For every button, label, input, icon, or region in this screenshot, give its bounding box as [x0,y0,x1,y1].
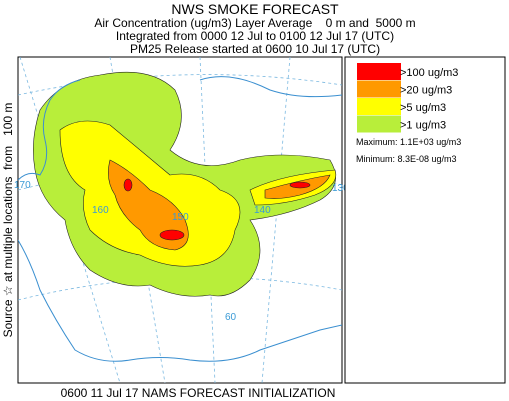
graticule-label: 60 [225,312,237,323]
subtitle: PM25 Release started at 0600 10 Jul 17 (… [130,42,380,56]
source-label: Source ☆ at multiple locations from 100 … [1,103,15,338]
legend: Maximum: 1.1E+03 ug/m3 Minimum: 8.3E-08 … [344,56,506,384]
legend-swatch [357,63,401,80]
graticule-label: 130 [332,183,349,194]
graticule-label: 140 [254,205,271,216]
maximum: Maximum: 1.1E+03 ug/m3 [356,137,461,147]
graticule-label: 160 [92,205,109,216]
legend-label: >100 ug/m3 [400,67,458,79]
subtitle: Air Concentration (ug/m3) Layer Average … [94,16,415,30]
graticule-label: 150 [172,212,189,223]
graticule-label: 170 [14,180,31,191]
subtitle: Integrated from 0000 12 Jul to 0100 12 J… [116,29,394,43]
legend-label: >20 ug/m3 [400,85,452,97]
legend-label: >1 ug/m3 [400,120,446,132]
minimum: Minimum: 8.3E-08 ug/m3 [356,154,457,164]
legend-swatch [357,80,401,98]
title: NWS SMOKE FORECAST [171,1,339,17]
legend-swatch [357,115,401,133]
map: 170 160 150 140 130 60 [14,56,349,384]
legend-swatch [357,98,401,115]
legend-label: >5 ug/m3 [400,102,446,114]
footer: 0600 11 Jul 17 NAMS FORECAST INITIALIZAT… [61,386,336,400]
